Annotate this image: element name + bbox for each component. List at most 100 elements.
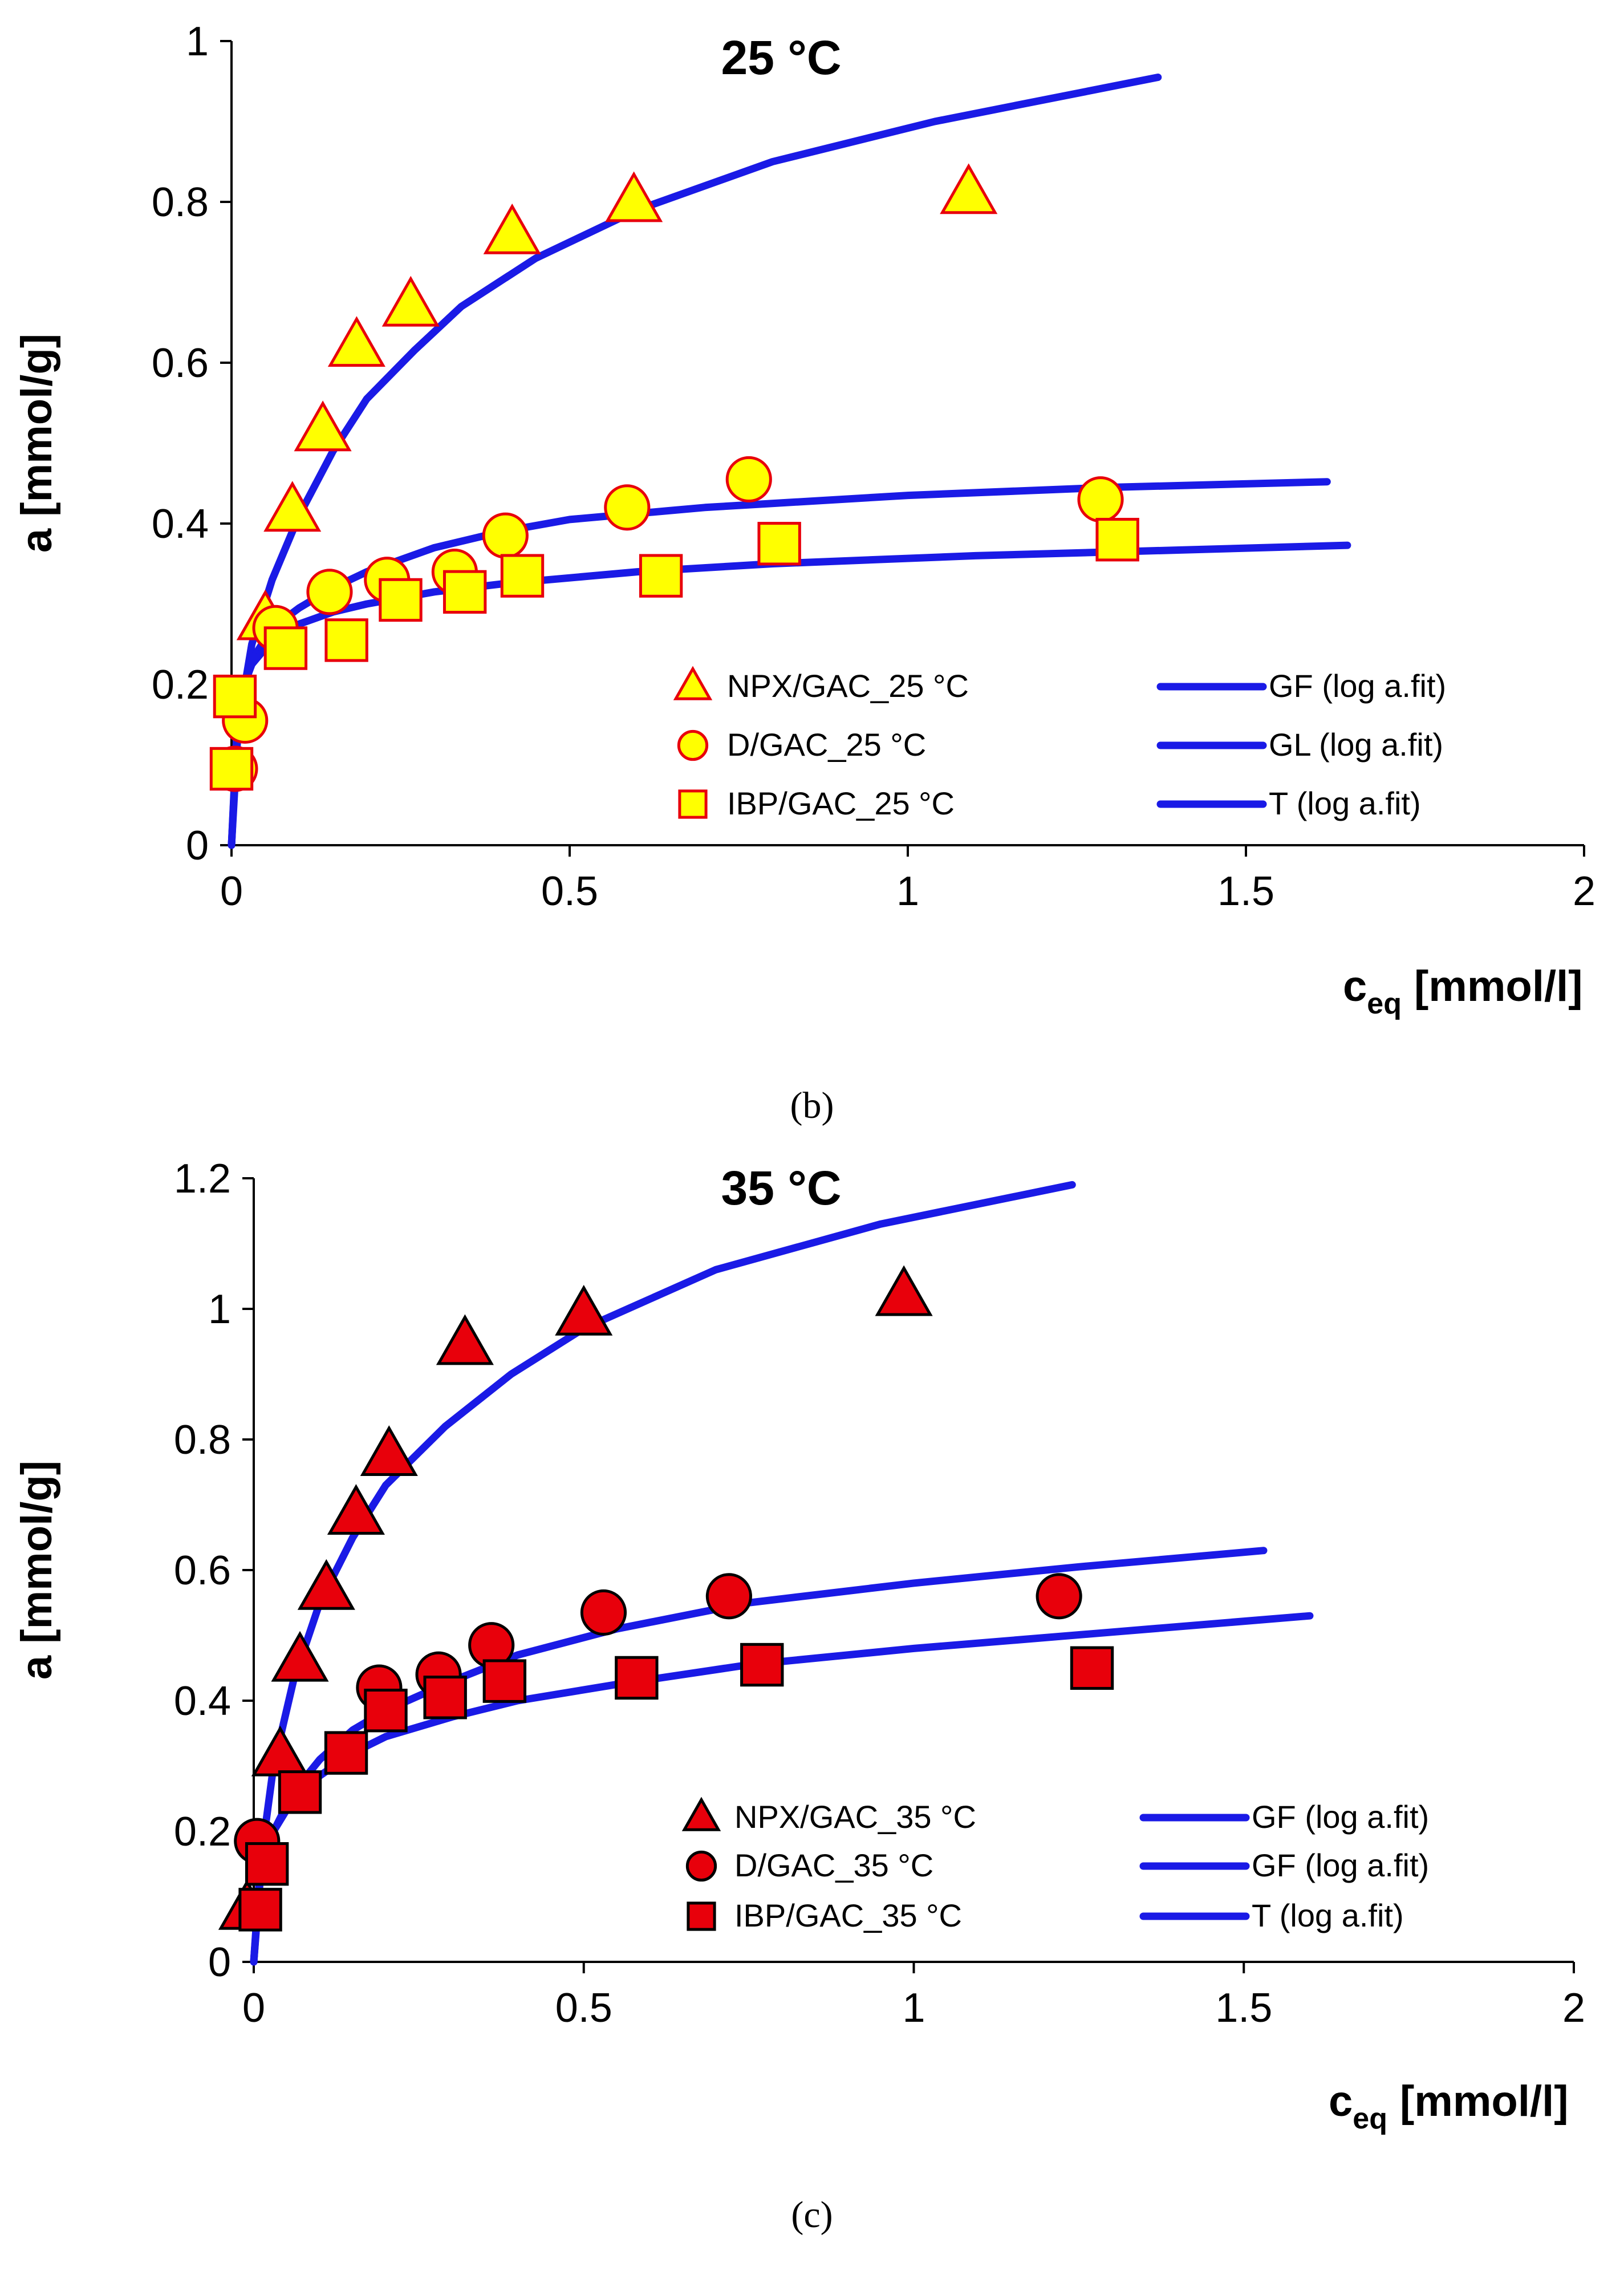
legend: NPX/GAC_35 °C D/GAC_35 °C IBP/GAC_35 °C GF … xyxy=(681,1796,1429,1933)
data-point-circle xyxy=(580,1589,627,1636)
y-tick-label: 1.2 xyxy=(174,1156,231,1202)
legend-series-label: D/GAC_25 °C xyxy=(727,727,926,763)
legend-series-label: IBP/GAC_35 °C xyxy=(734,1897,962,1933)
x-tick-label: 2 xyxy=(1562,1985,1585,2031)
data-point-square xyxy=(500,554,545,598)
data-point-triangle xyxy=(605,171,663,222)
x-tick-label: 0 xyxy=(242,1985,265,2031)
x-tick-label: 1.5 xyxy=(1217,869,1274,914)
data-point-circle xyxy=(482,512,529,559)
data-point-square xyxy=(278,1770,322,1814)
data-point-circle xyxy=(306,569,353,615)
panel-label: (c) xyxy=(791,2194,833,2236)
data-point-square xyxy=(364,1688,408,1733)
data-point-circle xyxy=(1077,476,1124,523)
legend-marker-circle xyxy=(685,1850,717,1882)
legend-marker-triangle xyxy=(673,666,713,700)
data-point-triangle xyxy=(555,1284,613,1336)
y-tick-label: 0.2 xyxy=(174,1809,231,1855)
data-point-square xyxy=(213,674,257,719)
legend-fit-label: GF (log a.fit) xyxy=(1252,1847,1429,1883)
legend-series-label: NPX/GAC_35 °C xyxy=(734,1799,976,1835)
x-axis-title: ceq [mmol/l] xyxy=(1329,2077,1569,2135)
data-point-square xyxy=(423,1676,467,1720)
y-tick-label: 0.6 xyxy=(174,1548,231,1593)
data-point-triangle xyxy=(263,481,322,532)
y-tick-label: 0.8 xyxy=(174,1417,231,1463)
y-axis-title: a [mmol/g] xyxy=(13,1461,61,1680)
fit-line-1 xyxy=(250,1181,1076,1966)
data-point-square xyxy=(324,618,368,662)
data-point-square xyxy=(263,626,308,670)
data-point-triangle xyxy=(875,1265,933,1316)
legend-series-label: IBP/GAC_25 °C xyxy=(727,785,955,821)
data-point-circle xyxy=(1036,1573,1082,1620)
x-tick-label: 1 xyxy=(896,869,919,914)
legend-fit-label: T (log a.fit) xyxy=(1252,1897,1404,1933)
data-point-square xyxy=(740,1643,784,1687)
data-point-square xyxy=(757,522,801,566)
chart-title: 35 °C xyxy=(721,1161,841,1215)
data-point-triangle xyxy=(436,1314,494,1365)
data-point-circle xyxy=(705,1573,752,1620)
x-tick-label: 0.5 xyxy=(555,1985,612,2031)
x-tick-label: 0.5 xyxy=(541,869,598,914)
fit-line-1 xyxy=(228,74,1162,849)
data-point-square xyxy=(209,747,254,791)
x-tick-label: 2 xyxy=(1573,869,1595,914)
y-tick-label: 0.6 xyxy=(152,340,209,386)
legend-fit-label: GF (log a.fit) xyxy=(1252,1799,1429,1835)
data-point-triangle xyxy=(360,1425,418,1476)
legend-series-label: NPX/GAC_25 °C xyxy=(727,668,969,704)
data-point-square xyxy=(238,1888,282,1932)
data-point-triangle xyxy=(940,163,998,214)
x-axis-title-subscript: eq xyxy=(1367,987,1402,1020)
chart-panel-1: 0 0.2 0.4 0.6 0.8 1 0 0.5 1 1.5 2 25 °C a [mmol/g] ce… xyxy=(13,19,1595,1126)
data-point-triangle xyxy=(271,1631,329,1682)
y-tick-label: 0.2 xyxy=(152,662,209,708)
legend-fit-label: GL (log a.fit) xyxy=(1269,727,1443,763)
data-point-square xyxy=(1095,518,1139,562)
x-axis-title-subscript: eq xyxy=(1353,2102,1387,2135)
data-point-triangle xyxy=(381,275,440,327)
data-point-square xyxy=(482,1659,527,1703)
legend-fit-label: GF (log a.fit) xyxy=(1269,668,1446,704)
chart-panel-2: 0 0.2 0.4 0.6 0.8 1 1.2 0 0.5 1 1.5 2 35 °C a [mmol/g… xyxy=(13,1156,1585,2236)
x-axis-title: ceq [mmol/l] xyxy=(1343,962,1583,1020)
y-tick-label: 0.4 xyxy=(174,1678,231,1724)
legend-marker-square xyxy=(678,789,708,819)
data-point-triangle xyxy=(251,1725,309,1777)
series-square xyxy=(238,1643,1114,1932)
series-triangle xyxy=(236,163,998,640)
y-tick-label: 0 xyxy=(186,823,209,869)
panel-label: (b) xyxy=(790,1085,834,1126)
data-point-triangle xyxy=(483,203,541,254)
data-point-triangle xyxy=(297,1559,355,1610)
chart-title: 25 °C xyxy=(721,31,841,84)
y-tick-label: 1 xyxy=(208,1287,231,1332)
y-tick-label: 1 xyxy=(186,19,209,64)
legend-fit-label: T (log a.fit) xyxy=(1269,785,1421,821)
x-axis-title-unit: [mmol/l] xyxy=(1414,962,1583,1011)
data-point-square xyxy=(639,554,683,598)
data-point-square xyxy=(615,1656,659,1700)
x-tick-label: 1.5 xyxy=(1215,1985,1272,2031)
x-axis-title-main: c xyxy=(1343,962,1367,1011)
data-point-square xyxy=(379,578,423,622)
x-tick-label: 0 xyxy=(220,869,243,914)
y-tick-label: 0.4 xyxy=(152,501,209,547)
legend: NPX/GAC_25 °C D/GAC_25 °C IBP/GAC_25 °C GF … xyxy=(673,666,1446,821)
y-axis-title: a [mmol/g] xyxy=(13,334,61,553)
legend-marker-square xyxy=(687,1901,716,1931)
fit-line-3 xyxy=(250,1612,1314,1966)
legend-marker-circle xyxy=(677,729,709,761)
data-point-square xyxy=(1070,1646,1114,1690)
x-axis-title-unit: [mmol/l] xyxy=(1400,2077,1569,2126)
x-axis-title-main: c xyxy=(1329,2077,1353,2126)
x-tick-label: 1 xyxy=(902,1985,925,2031)
data-point-circle xyxy=(604,484,651,531)
data-point-triangle xyxy=(327,316,385,367)
data-point-triangle xyxy=(294,400,352,452)
series-square xyxy=(209,518,1139,791)
